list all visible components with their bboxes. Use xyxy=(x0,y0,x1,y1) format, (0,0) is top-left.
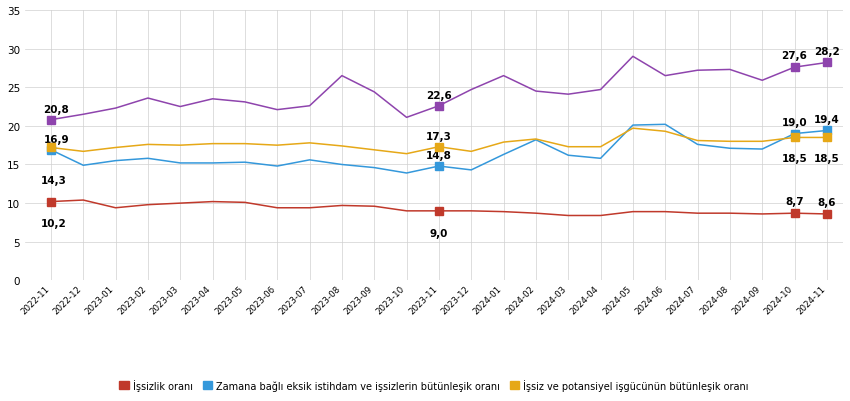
Text: 9,0: 9,0 xyxy=(430,228,448,238)
Text: 8,6: 8,6 xyxy=(818,198,836,207)
Text: 14,3: 14,3 xyxy=(41,176,66,185)
Text: 20,8: 20,8 xyxy=(43,105,70,115)
Text: 28,2: 28,2 xyxy=(814,47,840,57)
Text: 10,2: 10,2 xyxy=(41,219,66,229)
Text: 8,7: 8,7 xyxy=(785,197,804,207)
Text: 22,6: 22,6 xyxy=(426,91,452,101)
Text: 19,4: 19,4 xyxy=(814,114,840,124)
Text: 17,3: 17,3 xyxy=(426,132,452,142)
Text: 18,5: 18,5 xyxy=(782,153,807,163)
Text: 27,6: 27,6 xyxy=(782,51,807,61)
Text: 19,0: 19,0 xyxy=(782,117,807,128)
Text: 16,9: 16,9 xyxy=(43,135,70,145)
Text: 18,5: 18,5 xyxy=(814,153,840,163)
Text: 14,8: 14,8 xyxy=(426,151,452,161)
